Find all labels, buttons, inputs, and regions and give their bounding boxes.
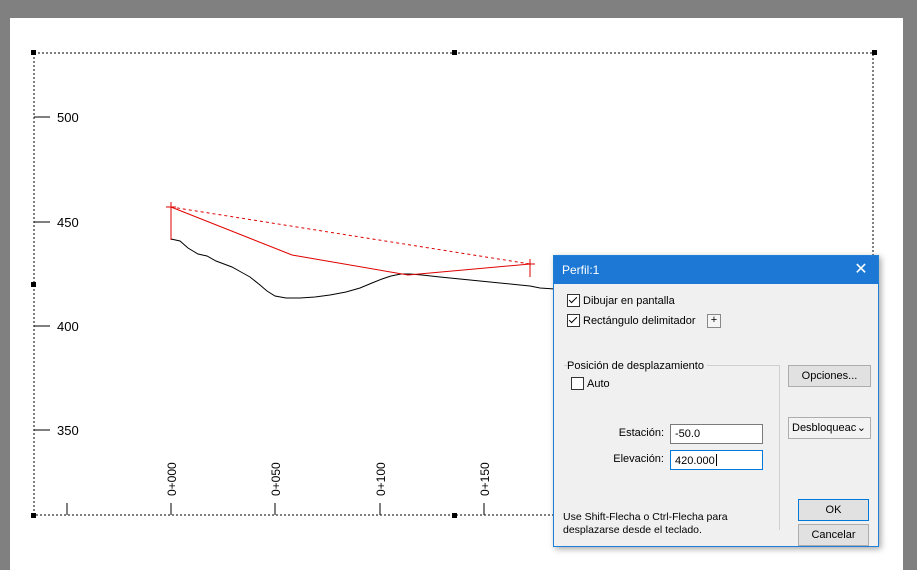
- vertex-marker[interactable]: [525, 259, 535, 269]
- selection-handle[interactable]: [452, 513, 457, 518]
- selection-handle[interactable]: [31, 50, 36, 55]
- options-button[interactable]: Opciones...: [788, 365, 871, 387]
- lock-dropdown[interactable]: Desbloqueac ⌄: [788, 417, 871, 439]
- elevation-value: 420.000: [675, 455, 715, 467]
- y-tick-label: 400: [57, 319, 79, 334]
- selection-handle[interactable]: [31, 513, 36, 518]
- station-label: 0+100: [374, 462, 388, 496]
- profile-plot[interactable]: 500 450 400 350 0+000 0+050 0+100 0+150: [10, 18, 903, 570]
- selection-handle[interactable]: [872, 50, 877, 55]
- draw-on-screen-option[interactable]: Dibujar en pantalla: [567, 294, 675, 307]
- keyboard-hint: Use Shift-Flecha o Ctrl-Flecha para desp…: [563, 511, 728, 536]
- design-profile-line[interactable]: [170, 206, 531, 277]
- selection-handle[interactable]: [31, 282, 36, 287]
- y-tick-label: 350: [57, 423, 79, 438]
- close-icon[interactable]: ✕: [854, 261, 868, 278]
- profile-dialog: Perfil:1 ✕ Dibujar en pantalla Rectángul…: [553, 255, 879, 547]
- text-caret: [715, 454, 717, 466]
- station-label: Estación:: [618, 427, 664, 439]
- bounding-rect-option[interactable]: Rectángulo delimitador: [567, 314, 696, 327]
- chevron-down-icon: ⌄: [856, 422, 866, 434]
- dialog-titlebar[interactable]: Perfil:1 ✕: [554, 256, 878, 284]
- bounding-rect-checkbox[interactable]: [567, 314, 580, 327]
- y-tick-label: 500: [57, 110, 79, 125]
- elevation-input[interactable]: 420.000: [670, 450, 763, 470]
- vertex-marker[interactable]: [166, 202, 176, 212]
- cancel-button[interactable]: Cancelar: [798, 524, 869, 546]
- y-tick-label: 450: [57, 215, 79, 230]
- station-value: -50.0: [675, 428, 701, 440]
- expand-plus-button[interactable]: +: [707, 314, 721, 328]
- station-label: 0+150: [478, 462, 492, 496]
- station-label: 0+000: [165, 462, 179, 496]
- design-chord-dashed: [170, 206, 531, 265]
- terrain-profile-line: [170, 238, 556, 299]
- lock-dropdown-value: Desbloqueac: [792, 422, 857, 434]
- auto-option[interactable]: Auto: [571, 377, 610, 390]
- auto-label: Auto: [587, 377, 610, 390]
- offset-group-label: Posición de desplazamiento: [567, 360, 707, 372]
- draw-on-screen-label: Dibujar en pantalla: [583, 294, 675, 307]
- selection-handle[interactable]: [452, 50, 457, 55]
- ok-button[interactable]: OK: [798, 499, 869, 521]
- elevation-label: Elevación:: [613, 453, 664, 465]
- dialog-title: Perfil:1: [562, 263, 600, 277]
- station-label: 0+050: [269, 462, 283, 496]
- station-input[interactable]: -50.0: [670, 424, 763, 444]
- auto-checkbox[interactable]: [571, 377, 584, 390]
- draw-on-screen-checkbox[interactable]: [567, 294, 580, 307]
- bounding-rect-label: Rectángulo delimitador: [583, 314, 696, 327]
